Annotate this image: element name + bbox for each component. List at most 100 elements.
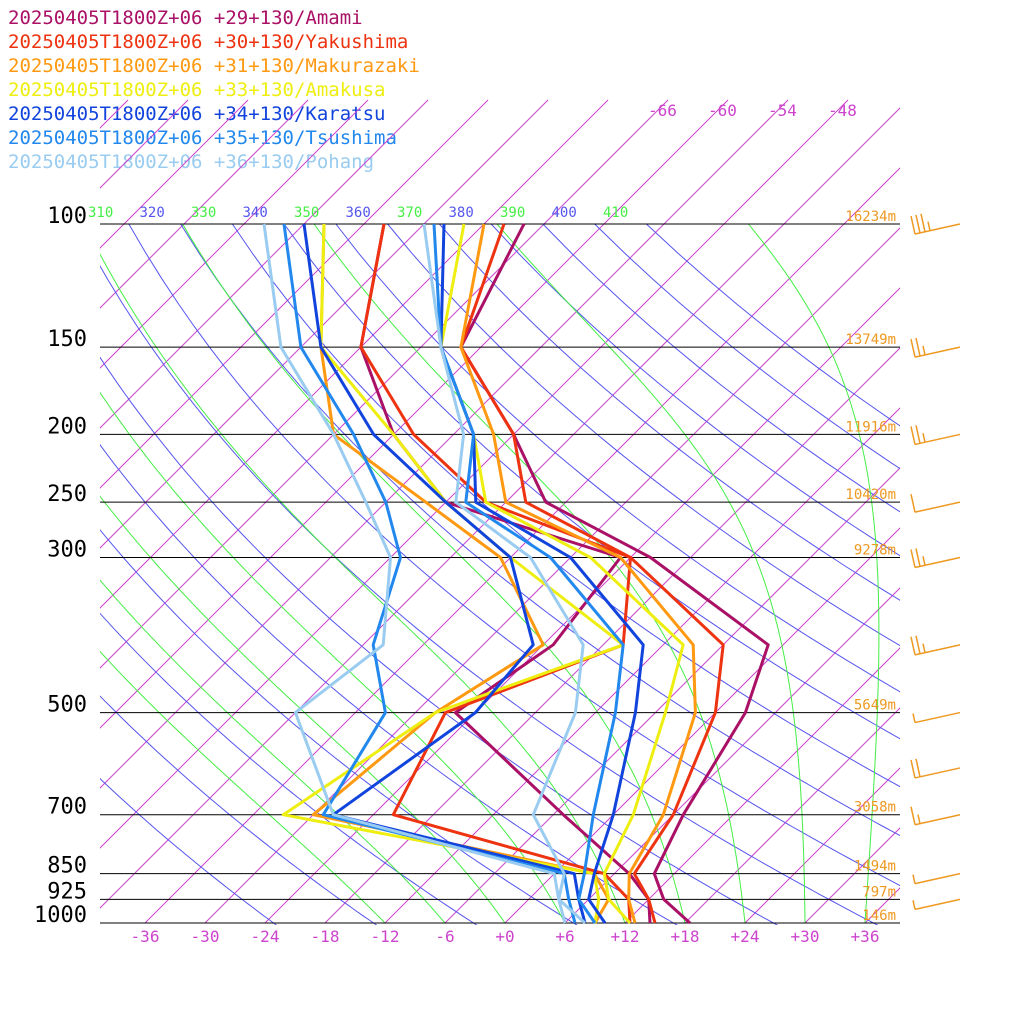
isotherm-line — [0, 224, 4, 923]
height-label: 5649m — [854, 698, 896, 714]
isotherm-line — [100, 223, 365, 489]
wind-barb — [910, 425, 961, 446]
chart-legend: 20250405T1800Z+06 +29+130/Amami 20250405T… — [8, 7, 420, 173]
wind-barb — [912, 872, 961, 885]
isotherm-line — [100, 223, 785, 909]
wind-barb — [910, 758, 961, 779]
pressure-label: 500 — [47, 693, 87, 718]
dry-adiabat-line — [180, 223, 900, 837]
moist-adiabat-line — [100, 253, 626, 924]
wind-barb — [910, 213, 961, 235]
isotherm-line — [663, 99, 789, 225]
temperature-profile — [459, 223, 725, 924]
theta-label: 390 — [500, 205, 525, 221]
pressure-label: 1000 — [34, 903, 87, 928]
isotherm-line — [100, 223, 185, 309]
dewpoint-profile — [282, 223, 577, 924]
dewpoint-profile — [262, 223, 567, 924]
isotherm-line — [564, 587, 900, 924]
x-tick-label: -24 — [251, 927, 280, 946]
theta-label: 410 — [603, 205, 628, 221]
x-tick-label: -6 — [435, 927, 454, 946]
legend-entry: 20250405T1800Z+06 +31+130/Makurazaki — [8, 55, 420, 77]
x-tick-label: -12 — [371, 927, 400, 946]
legend-entry: 20250405T1800Z+06 +29+130/Amami — [8, 7, 363, 29]
x-tick-label: +0 — [495, 927, 514, 946]
temperature-profile — [459, 223, 697, 924]
x-axis-tick-labels: -36 -30 -24 -18 -12 -6 +0 +6 +12 +18 +24 +30 +36 — [131, 927, 880, 946]
temperature-profile — [432, 223, 625, 924]
isotherm-line — [100, 223, 725, 849]
isotherm-line — [303, 99, 429, 225]
isotherm-line — [100, 223, 545, 669]
x-tick-label: -30 — [191, 927, 220, 946]
pressure-label: 150 — [47, 327, 87, 352]
wind-barb — [910, 635, 961, 656]
pressure-label: 200 — [47, 414, 87, 439]
height-label: 146m — [862, 908, 896, 924]
isotherm-line — [925, 224, 1024, 923]
theta-label: 330 — [191, 205, 216, 221]
x-tick-label: -18 — [311, 927, 340, 946]
temperature-profile — [422, 223, 587, 925]
isotherm-line — [964, 100, 1024, 224]
dewpoint-profile — [302, 223, 587, 924]
sounding-profiles — [262, 223, 770, 925]
theta-label: 310 — [88, 205, 113, 221]
wind-barb — [910, 548, 961, 569]
upper-temperature-tick: -54 — [768, 101, 797, 120]
isotherm-line — [543, 99, 669, 225]
dry-adiabat-line — [490, 223, 900, 557]
theta-label: 400 — [552, 205, 577, 221]
isotherm-line — [624, 647, 900, 924]
height-label: 16234m — [845, 209, 896, 225]
dry-adiabat-line — [100, 777, 278, 925]
dry-adiabat-line — [387, 223, 900, 647]
upper-temperature-labels: -66 -60 -54 -48 — [648, 101, 857, 120]
isotherm-line — [904, 100, 1024, 224]
dry-adiabat-grid — [100, 223, 900, 925]
isotherm-line — [384, 407, 900, 924]
height-label: 3058m — [854, 800, 896, 816]
moist-adiabat-line — [496, 223, 806, 923]
pressure-label: 250 — [47, 482, 87, 507]
isotherm-line — [100, 223, 485, 609]
height-label: 1494m — [854, 859, 896, 875]
x-tick-label: +24 — [731, 927, 760, 946]
legend-entry: 20250405T1800Z+06 +33+130/Amakusa — [8, 79, 386, 101]
theta-label: 370 — [397, 205, 422, 221]
pressure-label: 925 — [47, 879, 87, 904]
wind-barbs — [910, 213, 961, 911]
isotherm-line — [483, 99, 609, 225]
isotherm-line — [100, 223, 605, 729]
isotherm-line — [744, 767, 900, 924]
legend-entry: 20250405T1800Z+06 +34+130/Karatsu — [8, 103, 386, 125]
dewpoint-profile — [359, 223, 632, 924]
wind-barb — [910, 493, 961, 513]
isobar-grid — [100, 223, 900, 924]
height-label: 10420m — [845, 487, 896, 503]
height-label: 13749m — [845, 332, 896, 348]
wind-barb — [912, 711, 961, 724]
wind-barb — [910, 806, 961, 826]
height-label: 11916m — [845, 419, 896, 435]
dry-adiabat-line — [439, 223, 900, 601]
dry-adiabat-line — [283, 223, 900, 740]
legend-entry: 20250405T1800Z+06 +35+130/Tsushima — [8, 127, 397, 149]
isotherm-line — [804, 827, 900, 924]
x-tick-label: +30 — [791, 927, 820, 946]
wind-barb — [912, 898, 961, 911]
dry-adiabat-line — [100, 265, 879, 925]
theta-labels: 310 320 330 340 350 360 370 380 390 400 410 — [88, 205, 628, 221]
theta-label: 320 — [140, 205, 165, 221]
isotherm-line — [100, 99, 129, 129]
upper-temperature-tick: -60 — [708, 101, 737, 120]
isotherm-line — [100, 223, 305, 429]
isotherm-line — [444, 467, 900, 924]
x-tick-label: +36 — [851, 927, 880, 946]
x-tick-label: +18 — [671, 927, 700, 946]
x-tick-label: +12 — [611, 927, 640, 946]
dry-adiabat-line — [646, 223, 900, 427]
